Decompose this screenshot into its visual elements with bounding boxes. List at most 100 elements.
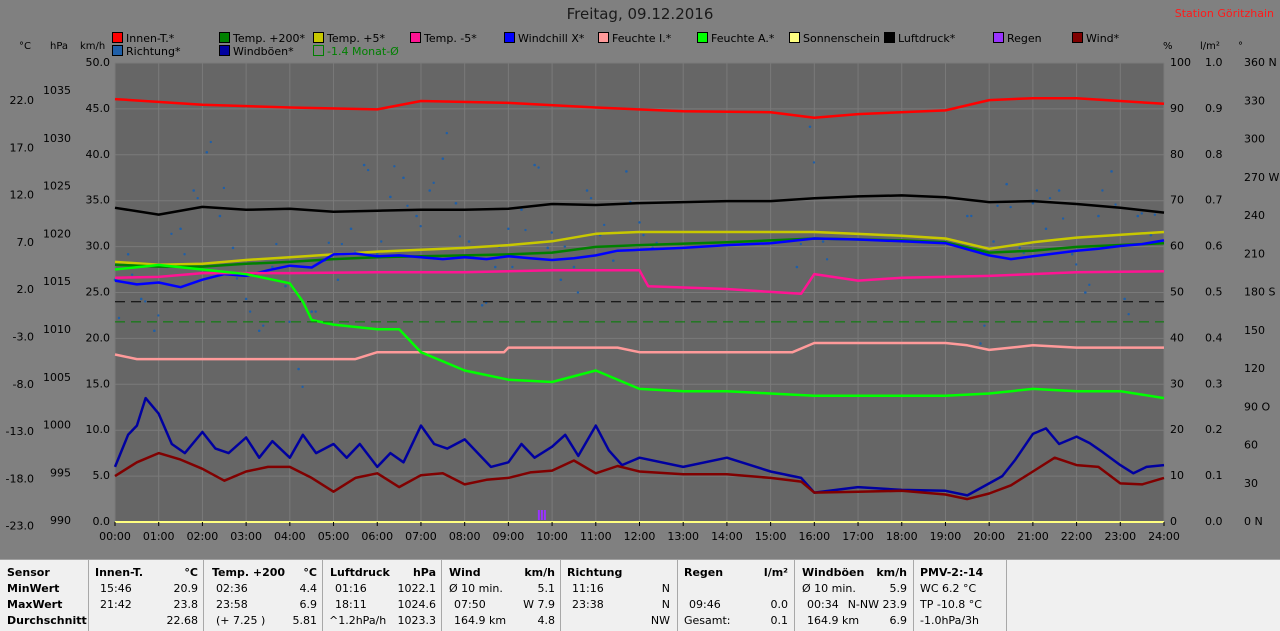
direction-point: [642, 233, 645, 237]
tick-pressure: 1035: [43, 84, 71, 97]
direction-point: [366, 168, 370, 172]
tick-temp: -18.0: [6, 472, 34, 485]
direction-point: [996, 204, 999, 207]
direction-point: [393, 165, 396, 168]
direction-point: [1022, 251, 1025, 255]
stats-boeen-max: N-NW 23.9: [847, 598, 907, 611]
direction-point: [196, 196, 199, 200]
x-label: 19:00: [930, 530, 962, 543]
stats-luftdruck-max-time: 18:11: [335, 598, 367, 611]
direction-point: [275, 242, 278, 246]
unit-temp: °C: [19, 41, 31, 52]
direction-point: [507, 227, 510, 231]
direction-point: [799, 242, 803, 246]
direction-point: [1018, 246, 1022, 250]
unit-direction: °: [1238, 41, 1243, 52]
stats-innen-unit: °C: [184, 566, 198, 579]
stats-label-max: MaxWert: [7, 598, 63, 611]
tick-rain: 0.9: [1205, 102, 1223, 115]
legend-swatch: [410, 32, 421, 43]
stats-innen-max-time: 21:42: [100, 598, 132, 611]
direction-point: [589, 196, 593, 200]
stats-richtung-avg: NW: [650, 614, 670, 627]
legend-item: Temp. +5*: [313, 32, 385, 45]
tick-pressure: 990: [50, 514, 71, 527]
x-label: 18:00: [886, 530, 918, 543]
legend-item: Richtung*: [112, 45, 180, 58]
x-label: 07:00: [405, 530, 437, 543]
legend-label: Temp. +5*: [327, 32, 386, 45]
direction-point: [257, 329, 261, 333]
direction-point: [415, 214, 418, 218]
x-label: 21:00: [1017, 530, 1049, 543]
tick-humidity: 80: [1170, 148, 1184, 161]
legend-label: Windböen*: [233, 45, 294, 58]
legend-swatch: [884, 32, 895, 43]
direction-point: [284, 284, 287, 288]
rain-bar: [537, 510, 540, 520]
legend-label: -1.4 Monat-Ø: [327, 45, 399, 58]
tick-humidity: 70: [1170, 194, 1184, 207]
tick-pressure: 1000: [43, 419, 71, 432]
direction-point: [1070, 252, 1074, 256]
direction-point: [117, 316, 121, 320]
direction-point: [1110, 170, 1113, 173]
direction-point: [1057, 189, 1061, 192]
tick-temp: -13.0: [6, 425, 34, 438]
direction-point: [192, 189, 195, 192]
tick-temp: 2.0: [17, 283, 35, 296]
stats-table: Sensor MinWert MaxWert Durchschnitt Inne…: [0, 559, 1280, 631]
x-label: 20:00: [973, 530, 1005, 543]
tick-direction: 0 N: [1244, 515, 1263, 528]
legend-item: Wind*: [1072, 32, 1119, 45]
x-label: 05:00: [318, 530, 350, 543]
tick-temp: 17.0: [10, 141, 35, 154]
direction-point: [970, 214, 973, 218]
x-label: 23:00: [1104, 530, 1136, 543]
stats-boeen-distance: 164.9 km: [807, 614, 860, 627]
stats-luftdruck-trend: ^1.2hPa/h: [329, 614, 387, 627]
stats-sensor-header: Sensor: [7, 566, 50, 579]
unit-humidity: %: [1163, 41, 1173, 52]
tick-humidity: 50: [1170, 286, 1184, 299]
direction-point: [362, 163, 366, 167]
tick-direction: 90 O: [1244, 400, 1270, 413]
direction-point: [231, 246, 235, 250]
series-wind-: [114, 451, 1165, 501]
direction-point: [432, 181, 435, 185]
rain-bars: [537, 510, 546, 520]
series-innen-t-: [114, 96, 1165, 120]
legend-label: Sonnenschein: [803, 32, 880, 45]
tick-humidity: 10: [1170, 469, 1184, 482]
stats-boeen-10min: 5.9: [889, 582, 908, 595]
stats-richtung-max-time: 23:38: [572, 598, 604, 611]
left-axes: 22.0 17.0 12.0 7.0 2.0 -3.0 -8.0 -13.0 -18.0 -23.…: [6, 56, 110, 533]
stats-luftdruck-avg: 1023.3: [397, 614, 437, 627]
tick-wind: 20.0: [86, 331, 111, 344]
direction-point: [170, 232, 173, 236]
stats-innen-header: Innen-T.: [95, 566, 144, 579]
direction-point: [467, 240, 471, 243]
direction-point: [550, 231, 553, 234]
stats-temp200-trend: (+ 7.25 ): [216, 614, 266, 627]
legend-swatch: [219, 45, 230, 56]
direction-point: [130, 273, 134, 276]
tick-wind: 0.0: [93, 515, 111, 528]
legend-swatch: [1072, 32, 1083, 43]
tick-temp: 7.0: [17, 236, 35, 249]
stats-wind-avg: 4.8: [537, 614, 556, 627]
legend-item: Windchill X*: [504, 32, 584, 45]
legend-swatch: [313, 45, 324, 56]
stats-luftdruck-header: Luftdruck: [330, 566, 390, 579]
legend-swatch: [993, 32, 1004, 43]
series-temp-5-: [114, 230, 1165, 266]
direction-point: [992, 240, 995, 243]
stats-boeen-max-time: 00:34: [807, 598, 839, 611]
tick-pressure: 1010: [43, 323, 71, 336]
direction-point: [402, 176, 405, 180]
legend-item: Windböen*: [219, 45, 294, 58]
direction-point: [808, 125, 812, 129]
stats-innen: Innen-T. °C 15:46 20.9 21:42 23.8 22.68: [89, 560, 204, 631]
station-name: Station Göritzhain: [1174, 7, 1274, 20]
stats-pmv-header: PMV-2:-14: [920, 566, 984, 579]
